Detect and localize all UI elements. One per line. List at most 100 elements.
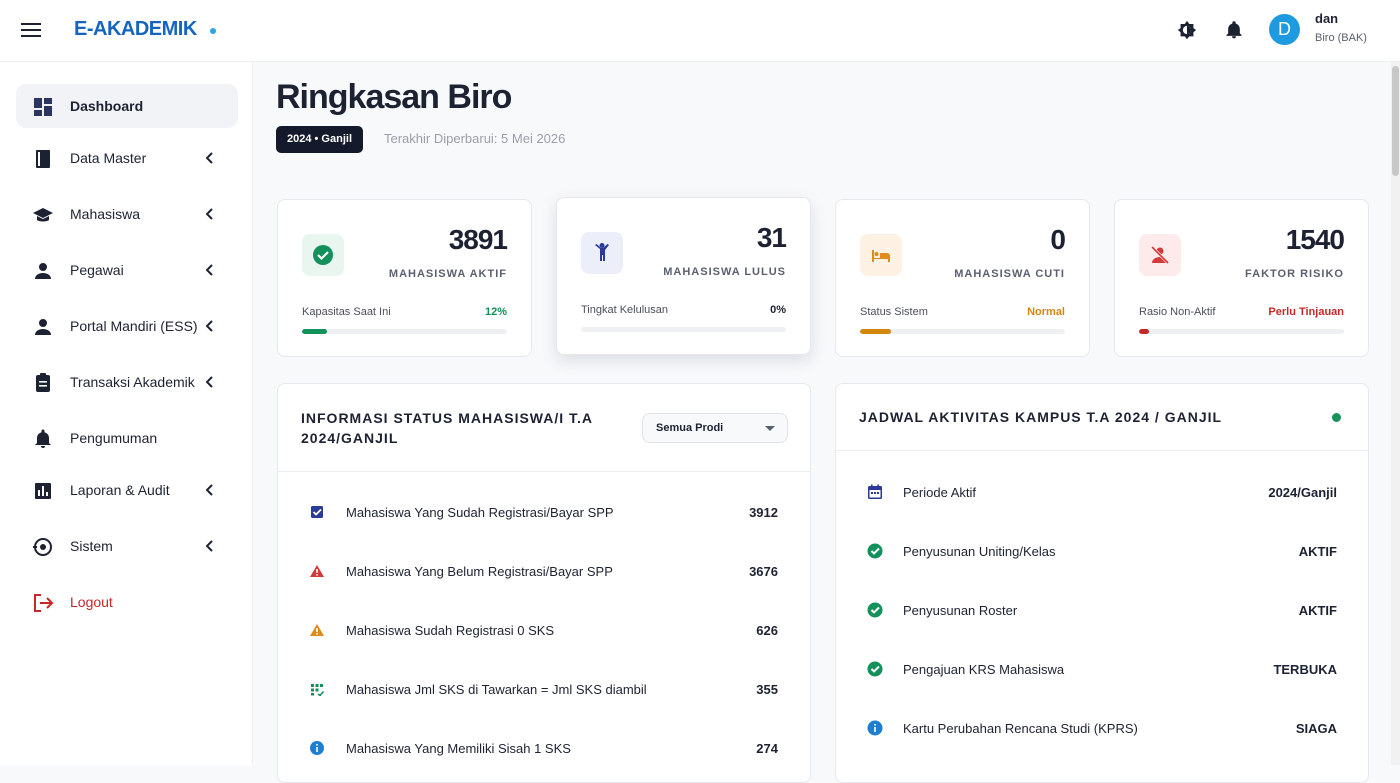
- stat-card: 31 MAHASISWA LULUS Tingkat Kelulusan 0%: [556, 197, 811, 355]
- schedule-row: Periode Aktif 2024/Ganjil: [836, 477, 1368, 507]
- menu-item[interactable]: Sistem: [16, 524, 238, 568]
- menu-icon: [36, 150, 50, 168]
- row-value: 355: [756, 681, 778, 697]
- scrollbar: [1391, 62, 1400, 765]
- stat-icon: [581, 232, 623, 274]
- row-icon: [867, 543, 883, 559]
- stat-icon: [1139, 234, 1181, 276]
- schedule-row: Kartu Perubahan Rencana Studi (KPRS) SIA…: [836, 713, 1368, 743]
- expand-arrow: [206, 152, 213, 164]
- stat-sub: Kapasitas Saat Ini: [302, 306, 391, 318]
- row-label: Kartu Perubahan Rencana Studi (KPRS): [903, 720, 1138, 736]
- row-value: TERBUKA: [1273, 661, 1337, 677]
- stat-label: MAHASISWA CUTI: [954, 268, 1065, 280]
- progress-track: [302, 329, 507, 334]
- stat-status: Perlu Tinjauan: [1268, 306, 1344, 318]
- stat-label: FAKTOR RISIKO: [1245, 268, 1344, 280]
- brand[interactable]: E-AKADEMIK: [74, 18, 197, 40]
- status-row: Mahasiswa Yang Belum Registrasi/Bayar SP…: [278, 556, 810, 586]
- menu-label: Logout: [70, 594, 113, 610]
- row-icon: [867, 602, 883, 618]
- user-role: Biro (BAK): [1315, 32, 1367, 44]
- menu-item[interactable]: Transaksi Akademik: [16, 360, 238, 404]
- menu-item[interactable]: Laporan & Audit: [16, 468, 238, 512]
- stat-icon: [860, 234, 902, 276]
- menu-label: Data Master: [70, 150, 147, 166]
- menu-label: Dashboard: [70, 98, 144, 114]
- menu-toggle[interactable]: [21, 22, 41, 38]
- period-badge: 2024 • Ganjil: [276, 126, 363, 153]
- progress-track: [581, 327, 786, 332]
- stat-value: 0: [1050, 224, 1066, 255]
- progress-track: [860, 329, 1065, 334]
- row-value: 274: [756, 740, 778, 756]
- expand-arrow: [206, 376, 213, 388]
- status-row: Mahasiswa Sudah Registrasi 0 SKS 626: [278, 615, 810, 645]
- expand-arrow: [206, 208, 213, 220]
- stat-sub: Rasio Non-Aktif: [1139, 306, 1216, 318]
- row-label: Pengajuan KRS Mahasiswa: [903, 661, 1065, 677]
- progress-track: [1139, 329, 1344, 334]
- menu-item[interactable]: Pengumuman: [16, 416, 238, 460]
- avatar[interactable]: D: [1269, 14, 1300, 45]
- menu-icon: [34, 98, 52, 116]
- user-name: dan: [1315, 11, 1339, 26]
- panel-header: JADWAL AKTIVITAS KAMPUS T.A 2024 / GANJI…: [836, 384, 1368, 451]
- status-row: Mahasiswa Jml SKS di Tawarkan = Jml SKS …: [278, 674, 810, 704]
- panel-title: JADWAL AKTIVITAS KAMPUS T.A 2024 / GANJI…: [859, 409, 1223, 425]
- row-value: 626: [756, 622, 778, 638]
- panel-header: INFORMASI STATUS MAHASISWA/I T.A 2024/GA…: [278, 384, 810, 472]
- row-value: 2024/Ganjil: [1268, 484, 1337, 500]
- panel-title: INFORMASI STATUS MAHASISWA/I T.A 2024/GA…: [301, 410, 593, 446]
- row-value: AKTIF: [1298, 543, 1337, 559]
- theme-toggle[interactable]: [1176, 19, 1198, 41]
- stat-status: Normal: [1027, 306, 1065, 318]
- menu-icon: [36, 373, 50, 392]
- brand-dot: [210, 28, 216, 34]
- stat-card: 0 MAHASISWA CUTI Status Sistem Normal: [835, 199, 1090, 357]
- status-row: Mahasiswa Yang Memiliki Sisah 1 SKS 274: [278, 733, 810, 763]
- row-icon: [311, 684, 324, 696]
- row-icon: [310, 565, 324, 577]
- menu-icon: [33, 538, 52, 556]
- menu-item[interactable]: Portal Mandiri (ESS): [16, 304, 238, 348]
- stat-value: 3891: [448, 224, 508, 255]
- menu-item[interactable]: Data Master: [16, 136, 238, 180]
- menu-item[interactable]: Logout: [16, 580, 238, 624]
- schedule-panel: JADWAL AKTIVITAS KAMPUS T.A 2024 / GANJI…: [835, 383, 1369, 783]
- progress-fill: [1139, 329, 1150, 334]
- row-label: Penyusunan Roster: [903, 602, 1018, 618]
- row-value: 3912: [749, 504, 778, 520]
- menu-label: Pengumuman: [70, 430, 158, 446]
- expand-arrow: [206, 264, 213, 276]
- row-label: Periode Aktif: [903, 484, 976, 500]
- menu-label: Mahasiswa: [70, 206, 141, 222]
- menu-label: Transaksi Akademik: [70, 374, 195, 390]
- schedule-row: Pengajuan KRS Mahasiswa TERBUKA: [836, 654, 1368, 684]
- row-icon: [867, 661, 883, 677]
- row-value: AKTIF: [1298, 602, 1337, 618]
- status-panel: INFORMASI STATUS MAHASISWA/I T.A 2024/GA…: [277, 383, 811, 783]
- stat-card: 1540 FAKTOR RISIKO Rasio Non-Aktif Perlu…: [1114, 199, 1369, 357]
- notifications[interactable]: [1224, 20, 1244, 40]
- menu-label: Portal Mandiri (ESS): [70, 318, 198, 334]
- top-bar: E-AKADEMIK D dan Biro (BAK): [0, 0, 1400, 62]
- menu-item[interactable]: Pegawai: [16, 248, 238, 292]
- menu-item[interactable]: Dashboard: [16, 84, 238, 128]
- sidebar: Dashboard Data Master Mahasiswa Pegawai …: [0, 62, 253, 765]
- row-label: Mahasiswa Yang Belum Registrasi/Bayar SP…: [346, 563, 613, 579]
- menu-label: Pegawai: [70, 262, 124, 278]
- live-indicator: [1332, 413, 1341, 422]
- row-value: 3676: [749, 563, 778, 579]
- status-row: Mahasiswa Yang Sudah Registrasi/Bayar SP…: [278, 497, 810, 527]
- stat-sub: Tingkat Kelulusan: [581, 304, 669, 316]
- row-label: Mahasiswa Jml SKS di Tawarkan = Jml SKS …: [346, 681, 647, 697]
- prodi-filter[interactable]: Semua Prodi: [642, 413, 788, 443]
- expand-arrow: [206, 540, 213, 552]
- menu-item[interactable]: Mahasiswa: [16, 192, 238, 236]
- progress-fill: [302, 329, 327, 334]
- last-updated: Terakhir Diperbarui: 5 Mei 2026: [384, 131, 566, 146]
- stat-value: 31: [756, 222, 787, 253]
